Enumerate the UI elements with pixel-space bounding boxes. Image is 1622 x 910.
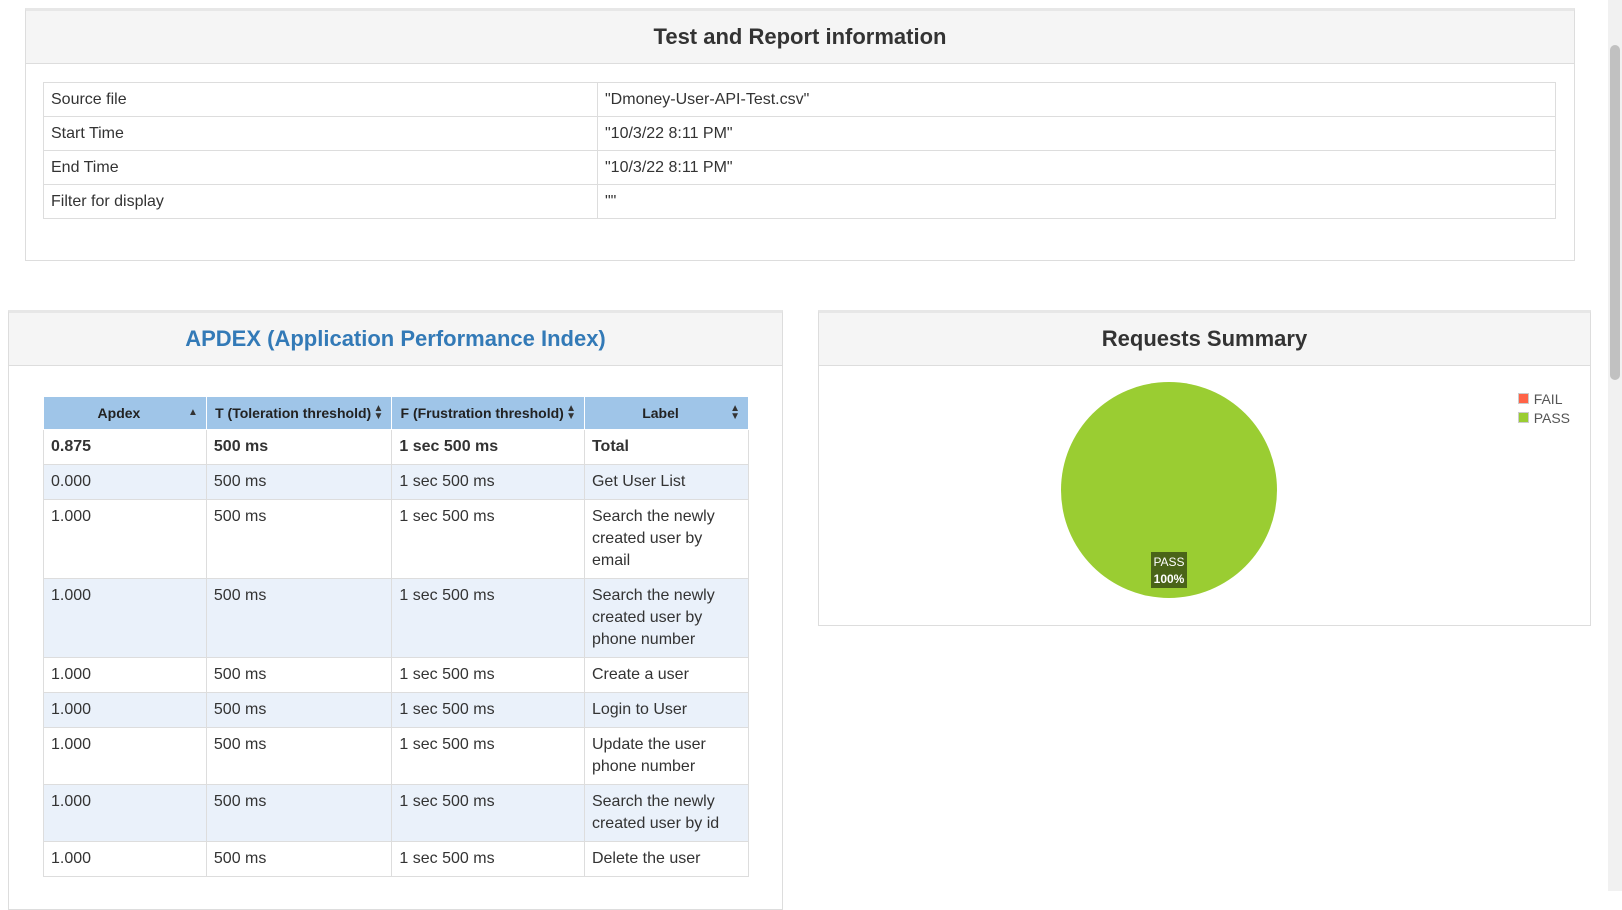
apdex-cell: 1.000 <box>43 657 207 693</box>
legend-item-pass[interactable]: PASS <box>1517 408 1570 427</box>
slice-label-name: PASS <box>1153 555 1184 569</box>
table-row: 0.000 500 ms 1 sec 500 ms Get User List <box>43 464 750 500</box>
report-info-key: Filter for display <box>43 184 598 219</box>
pie-slice-pass[interactable] <box>1061 382 1277 598</box>
apdex-title: APDEX (Application Performance Index) <box>9 313 782 366</box>
legend-item-fail[interactable]: FAIL <box>1517 389 1570 408</box>
frustration-cell: 1 sec 500 ms <box>391 727 585 785</box>
label-cell: Update the user phone number <box>583 727 750 785</box>
report-info-value: "10/3/22 8:11 PM" <box>597 150 1556 185</box>
report-info-row: End Time "10/3/22 8:11 PM" <box>43 150 1556 185</box>
pie-slice-label: PASS 100% <box>1151 552 1187 588</box>
label-cell: Delete the user <box>583 841 750 877</box>
table-row: 1.000 500 ms 1 sec 500 ms Login to User <box>43 692 750 728</box>
frustration-cell: 1 sec 500 ms <box>391 429 585 465</box>
sort-icon[interactable]: ▲ ▼ <box>373 403 384 422</box>
report-info-key: End Time <box>43 150 598 185</box>
apdex-cell: 1.000 <box>43 578 207 658</box>
column-header-apdex[interactable]: Apdex ▲ <box>43 396 207 430</box>
report-info-value: "10/3/22 8:11 PM" <box>597 116 1556 151</box>
report-info-row: Start Time "10/3/22 8:11 PM" <box>43 116 1556 151</box>
frustration-cell: 1 sec 500 ms <box>391 464 585 500</box>
report-info-row: Filter for display "" <box>43 184 1556 219</box>
toleration-cell: 500 ms <box>205 692 393 728</box>
column-header-frustration[interactable]: F (Frustration threshold) ▲ ▼ <box>391 396 585 430</box>
toleration-cell: 500 ms <box>205 429 393 465</box>
label-cell: Search the newly created user by email <box>583 499 750 579</box>
frustration-cell: 1 sec 500 ms <box>391 784 585 842</box>
label-cell: Get User List <box>583 464 750 500</box>
toleration-cell: 500 ms <box>205 841 393 877</box>
toleration-cell: 500 ms <box>205 499 393 579</box>
frustration-cell: 1 sec 500 ms <box>391 499 585 579</box>
table-row: 1.000 500 ms 1 sec 500 ms Search the newly … <box>43 578 750 658</box>
apdex-cell: 0.875 <box>43 429 207 465</box>
sort-icon[interactable]: ▲ ▼ <box>566 403 576 422</box>
apdex-cell: 1.000 <box>43 499 207 579</box>
report-info-value: "Dmoney-User-API-Test.csv" <box>597 82 1556 117</box>
legend-label-pass: PASS <box>1533 409 1570 426</box>
legend-swatch-pass <box>1517 412 1529 423</box>
report-info-title: Test and Report information <box>26 11 1574 64</box>
toleration-cell: 500 ms <box>205 464 393 500</box>
toleration-cell: 500 ms <box>205 784 393 842</box>
toleration-cell: 500 ms <box>205 578 393 658</box>
column-header-toleration[interactable]: T (Toleration threshold) ▲ ▼ <box>205 396 393 430</box>
slice-label-background <box>1151 552 1187 588</box>
requests-summary-title: Requests Summary <box>819 313 1590 366</box>
label-cell: Create a user <box>583 657 750 693</box>
report-info-value: "" <box>597 184 1556 219</box>
apdex-cell: 1.000 <box>43 784 207 842</box>
table-row: 1.000 500 ms 1 sec 500 ms Search the newly … <box>43 499 750 579</box>
apdex-cell: 1.000 <box>43 692 207 728</box>
chart-legend: FAIL PASS <box>1517 389 1570 427</box>
table-row: 1.000 500 ms 1 sec 500 ms Delete the user <box>43 841 750 877</box>
apdex-cell: 1.000 <box>43 727 207 785</box>
apdex-cell: 1.000 <box>43 841 207 877</box>
report-info-row: Source file "Dmoney-User-API-Test.csv" <box>43 82 1556 117</box>
label-cell: Search the newly created user by id <box>583 784 750 842</box>
column-header-label[interactable]: Label ▲ ▼ <box>583 396 750 430</box>
report-info-panel: Test and Report information Source file "… <box>25 8 1575 261</box>
toleration-cell: 500 ms <box>205 657 393 693</box>
frustration-cell: 1 sec 500 ms <box>391 657 585 693</box>
apdex-table: Apdex ▲ T (Toleration threshold) ▲ ▼ F (Fru… <box>43 396 750 877</box>
sort-icon[interactable]: ▲ ▼ <box>730 403 740 422</box>
label-cell: Total <box>583 429 750 465</box>
table-row: 1.000 500 ms 1 sec 500 ms Create a user <box>43 657 750 693</box>
apdex-cell: 0.000 <box>43 464 207 500</box>
frustration-cell: 1 sec 500 ms <box>391 692 585 728</box>
slice-label-value: 100% <box>1154 572 1185 586</box>
table-row: 1.000 500 ms 1 sec 500 ms Search the newly … <box>43 784 750 842</box>
frustration-cell: 1 sec 500 ms <box>391 578 585 658</box>
report-info-table: Source file "Dmoney-User-API-Test.csv" Sta… <box>43 82 1556 219</box>
page-scrollbar[interactable] <box>1608 0 1622 891</box>
sort-asc-icon[interactable]: ▲ <box>187 407 198 418</box>
label-cell: Login to User <box>583 692 750 728</box>
label-cell: Search the newly created user by phone n… <box>583 578 750 658</box>
requests-summary-panel: Requests Summary PASS 100% FAIL PASS <box>818 310 1591 626</box>
legend-swatch-fail <box>1517 393 1529 404</box>
table-row-total: 0.875 500 ms 1 sec 500 ms Total <box>43 429 750 465</box>
report-info-key: Start Time <box>43 116 598 151</box>
table-row: 1.000 500 ms 1 sec 500 ms Update the user p… <box>43 727 750 785</box>
toleration-cell: 500 ms <box>205 727 393 785</box>
frustration-cell: 1 sec 500 ms <box>391 841 585 877</box>
apdex-panel: APDEX (Application Performance Index) Ap… <box>8 310 783 910</box>
report-info-key: Source file <box>43 82 598 117</box>
legend-label-fail: FAIL <box>1533 390 1563 407</box>
requests-pie-chart: PASS 100% <box>1061 382 1277 598</box>
scrollbar-thumb[interactable] <box>1610 45 1620 380</box>
